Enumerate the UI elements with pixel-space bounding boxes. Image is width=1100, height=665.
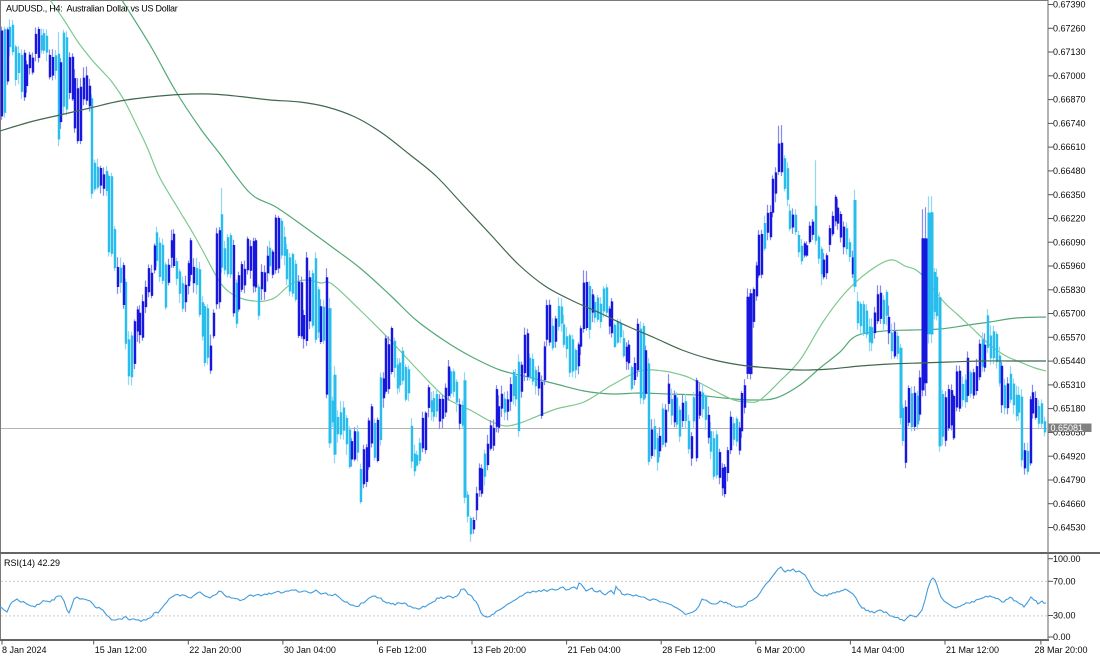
svg-text:0.65180: 0.65180 bbox=[1053, 404, 1086, 414]
svg-text:0.66350: 0.66350 bbox=[1053, 190, 1086, 200]
svg-text:22 Jan 20:00: 22 Jan 20:00 bbox=[189, 645, 241, 655]
svg-text:30 Jan 04:00: 30 Jan 04:00 bbox=[284, 645, 336, 655]
svg-text:0.64530: 0.64530 bbox=[1053, 523, 1086, 533]
svg-text:0.65570: 0.65570 bbox=[1053, 332, 1086, 342]
svg-text:15 Jan 12:00: 15 Jan 12:00 bbox=[95, 645, 147, 655]
svg-text:6 Mar 20:00: 6 Mar 20:00 bbox=[757, 645, 805, 655]
svg-text:0.66220: 0.66220 bbox=[1053, 214, 1086, 224]
svg-text:0.00: 0.00 bbox=[1053, 632, 1071, 642]
svg-text:21 Mar 12:00: 21 Mar 12:00 bbox=[946, 645, 999, 655]
svg-text:0.66480: 0.66480 bbox=[1053, 166, 1086, 176]
svg-text:6 Feb 12:00: 6 Feb 12:00 bbox=[379, 645, 427, 655]
svg-text:0.65081: 0.65081 bbox=[1051, 423, 1084, 433]
svg-text:21 Feb 04:00: 21 Feb 04:00 bbox=[568, 645, 621, 655]
svg-text:28 Mar 20:00: 28 Mar 20:00 bbox=[1035, 645, 1088, 655]
svg-text:0.65050: 0.65050 bbox=[1053, 428, 1086, 438]
svg-text:28 Feb 12:00: 28 Feb 12:00 bbox=[662, 645, 715, 655]
svg-text:0.64790: 0.64790 bbox=[1053, 475, 1086, 485]
svg-text:70.00: 70.00 bbox=[1053, 576, 1076, 586]
svg-text:14 Mar 04:00: 14 Mar 04:00 bbox=[851, 645, 904, 655]
svg-text:0.66740: 0.66740 bbox=[1053, 119, 1086, 129]
svg-text:0.66870: 0.66870 bbox=[1053, 95, 1086, 105]
svg-text:0.67130: 0.67130 bbox=[1053, 47, 1086, 57]
svg-text:0.67000: 0.67000 bbox=[1053, 71, 1086, 81]
svg-text:0.66610: 0.66610 bbox=[1053, 142, 1086, 152]
svg-text:8 Jan 2024: 8 Jan 2024 bbox=[2, 645, 47, 655]
svg-text:0.65310: 0.65310 bbox=[1053, 380, 1086, 390]
svg-text:0.65830: 0.65830 bbox=[1053, 285, 1086, 295]
svg-text:0.67390: 0.67390 bbox=[1053, 0, 1086, 10]
svg-text:AUDUSD., H4: Australian Dolla: AUDUSD., H4: Australian Dollar vs US Dol… bbox=[6, 4, 178, 14]
svg-text:0.64660: 0.64660 bbox=[1053, 499, 1086, 509]
svg-text:30.00: 30.00 bbox=[1053, 611, 1076, 621]
svg-text:0.64920: 0.64920 bbox=[1053, 451, 1086, 461]
svg-text:0.65440: 0.65440 bbox=[1053, 356, 1086, 366]
svg-text:RSI(14) 42.29: RSI(14) 42.29 bbox=[4, 558, 60, 568]
svg-text:0.66090: 0.66090 bbox=[1053, 237, 1086, 247]
svg-text:0.65960: 0.65960 bbox=[1053, 261, 1086, 271]
svg-text:13 Feb 20:00: 13 Feb 20:00 bbox=[473, 645, 526, 655]
svg-text:100.00: 100.00 bbox=[1053, 554, 1081, 564]
svg-text:0.65700: 0.65700 bbox=[1053, 309, 1086, 319]
svg-text:0.67260: 0.67260 bbox=[1053, 23, 1086, 33]
